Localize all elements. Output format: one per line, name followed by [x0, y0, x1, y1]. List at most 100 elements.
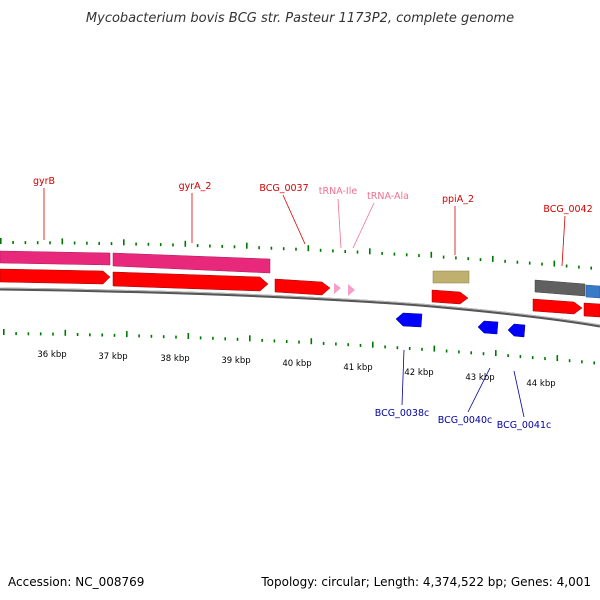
- minor-tick: [39, 332, 42, 336]
- gene-label-gyrA_2[interactable]: gyrA_2: [179, 181, 212, 192]
- minor-tick: [298, 340, 300, 344]
- major-tick: [249, 335, 251, 342]
- minor-tick: [273, 339, 276, 343]
- minor-tick: [147, 242, 150, 246]
- inner-tick-track: [3, 329, 595, 365]
- gene-label-ppiA_2[interactable]: ppiA_2: [442, 194, 474, 205]
- minor-tick: [359, 343, 362, 347]
- gene-label-BCG_0041c[interactable]: BCG_0041c: [497, 420, 552, 431]
- major-tick: [430, 251, 433, 258]
- kbp-label-41: 41 kbp: [343, 363, 372, 373]
- trna-label-leaders: [337, 198, 375, 249]
- kbp-label-38: 38 kbp: [160, 354, 189, 364]
- minor-tick: [335, 342, 337, 346]
- minor-tick: [445, 349, 448, 353]
- minor-tick: [470, 351, 472, 355]
- minor-tick: [135, 242, 137, 246]
- minor-tick: [482, 352, 485, 356]
- gene-box-blue[interactable]: [585, 284, 600, 299]
- minor-tick: [233, 245, 236, 249]
- gene-box-gray[interactable]: [534, 279, 586, 297]
- kbp-label-43: 43 kbp: [465, 373, 494, 383]
- minor-tick: [221, 244, 223, 248]
- trna-arrow-tRNA-Ile[interactable]: [334, 283, 341, 294]
- minor-tick: [322, 341, 325, 345]
- minor-tick: [236, 337, 239, 341]
- minor-tick: [455, 256, 457, 260]
- gyrase-highlight-band-gyrB[interactable]: [0, 250, 111, 266]
- minor-tick: [418, 254, 420, 258]
- minor-tick: [396, 346, 399, 350]
- gene-label-BCG_0040c[interactable]: BCG_0040c: [438, 415, 493, 426]
- major-tick: [64, 329, 67, 336]
- minor-tick: [408, 347, 411, 350]
- gene-arrow-BCG_0038c[interactable]: [395, 312, 423, 328]
- gene-label-BCG_0037[interactable]: BCG_0037: [259, 183, 308, 194]
- gene-label-tRNA-Ala[interactable]: tRNA-Ala: [367, 191, 409, 202]
- gene-arrow-BCG_0040c[interactable]: [477, 320, 499, 335]
- gene-arrow-BCG_0042-b[interactable]: [583, 302, 600, 318]
- minor-tick: [504, 259, 506, 263]
- gene-box-ppiA_2[interactable]: [432, 270, 470, 284]
- minor-tick: [421, 347, 423, 351]
- minor-tick: [356, 250, 359, 254]
- gene-arrow-BCG_0041c[interactable]: [507, 323, 526, 338]
- minor-tick: [347, 343, 349, 347]
- major-tick: [369, 248, 371, 255]
- minor-tick: [98, 241, 100, 245]
- minor-tick: [479, 258, 482, 262]
- minor-tick: [175, 335, 177, 339]
- minor-tick: [110, 242, 113, 246]
- minor-tick: [295, 247, 297, 251]
- major-tick: [123, 239, 125, 246]
- minor-tick: [516, 260, 519, 264]
- gene-label-gyrB[interactable]: gyrB: [33, 176, 55, 187]
- minor-tick: [381, 251, 383, 255]
- minor-tick: [258, 246, 260, 250]
- minor-tick: [541, 262, 543, 266]
- gene-arrow-BCG_0037[interactable]: [274, 278, 331, 296]
- trna-arrow-tRNA-Ala[interactable]: [348, 284, 355, 296]
- minor-tick: [519, 355, 522, 359]
- gene-label-BCG_0042[interactable]: BCG_0042: [543, 204, 592, 215]
- minor-tick: [528, 261, 531, 265]
- gene-arrow-gyrB[interactable]: [0, 268, 111, 285]
- minor-tick: [578, 265, 580, 269]
- minor-tick: [101, 333, 103, 337]
- minor-tick: [150, 334, 153, 338]
- genome-title: Mycobacterium bovis BCG str. Pasteur 117…: [86, 11, 514, 26]
- minor-tick: [224, 337, 226, 341]
- major-tick: [307, 245, 310, 252]
- minor-tick: [12, 241, 14, 244]
- minor-tick: [593, 361, 595, 365]
- gene-label-BCG_0038c[interactable]: BCG_0038c: [375, 408, 430, 419]
- kbp-label-37: 37 kbp: [98, 352, 127, 362]
- gene-label-tRNA-Ile[interactable]: tRNA-Ile: [319, 186, 358, 197]
- minor-tick: [27, 332, 30, 336]
- minor-tick: [36, 241, 39, 245]
- gyrase-highlight-band-gyrA[interactable]: [112, 252, 271, 274]
- gene-arrow-gyrA_2[interactable]: [112, 271, 269, 292]
- minor-tick: [159, 243, 162, 247]
- major-tick: [553, 260, 556, 267]
- gene-arrow-BCG_0042-a[interactable]: [532, 298, 583, 315]
- reverse-label-leaders: [401, 349, 525, 418]
- minor-tick: [285, 340, 288, 343]
- minor-tick: [581, 360, 583, 364]
- major-tick: [556, 355, 559, 362]
- major-tick: [184, 240, 187, 247]
- minor-tick: [49, 241, 51, 245]
- minor-tick: [113, 333, 116, 337]
- genome-backbone: [0, 287, 600, 328]
- major-tick: [310, 338, 313, 345]
- major-tick: [492, 255, 494, 262]
- minor-tick: [442, 255, 445, 259]
- minor-tick: [261, 338, 263, 342]
- kbp-label-39: 39 kbp: [221, 356, 250, 366]
- major-tick: [0, 238, 2, 244]
- minor-tick: [405, 253, 408, 257]
- kbp-label-44: 44 kbp: [526, 379, 555, 389]
- gene-arrow-ppiA_2[interactable]: [431, 289, 469, 305]
- minor-tick: [590, 266, 592, 270]
